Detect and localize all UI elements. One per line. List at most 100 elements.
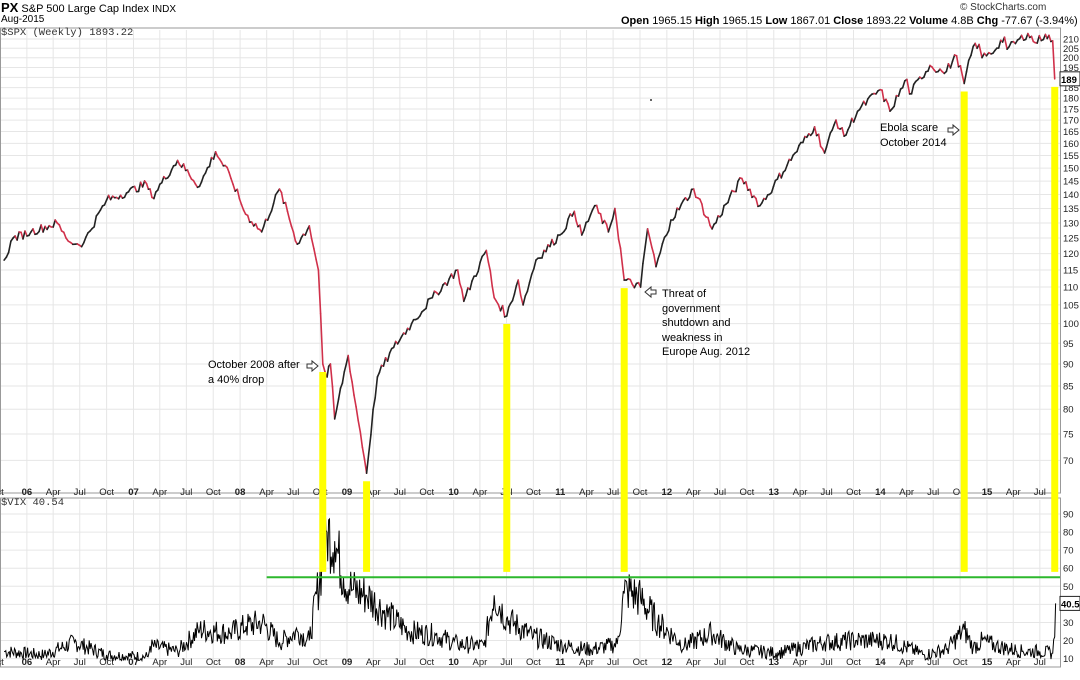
spx-segment	[350, 372, 352, 382]
spx-segment	[969, 55, 971, 60]
spx-segment	[352, 382, 354, 395]
spx-segment	[237, 189, 239, 198]
price-x-tick-label: Oct	[99, 487, 114, 498]
spx-segment	[268, 215, 270, 220]
price-x-tick-label: Jul	[1034, 487, 1046, 498]
spx-segment	[379, 366, 381, 373]
price-x-tick-label: 14	[875, 487, 886, 498]
price-x-tick-label: 10	[448, 487, 459, 498]
close-value: 1893.22	[866, 15, 906, 27]
watermark: © StockCharts.com	[960, 2, 1046, 13]
spx-segment	[262, 227, 264, 232]
spx-segment	[702, 204, 704, 215]
spx-segment	[333, 387, 335, 419]
spx-segment	[608, 225, 610, 232]
spx-segment	[588, 215, 590, 221]
vix-y-tick-label: 30	[1063, 618, 1074, 629]
spx-segment	[466, 288, 468, 295]
spx-segment	[584, 223, 586, 231]
spx-segment	[787, 160, 789, 166]
price-x-tick-label: Jul	[927, 487, 939, 498]
price-y-tick-label: 85	[1063, 381, 1074, 392]
spx-segment	[335, 409, 337, 419]
spx-segment	[708, 218, 710, 226]
price-x-tick-label: Apr	[899, 487, 914, 498]
spx-segment	[188, 170, 190, 175]
spx-segment	[803, 137, 805, 143]
vix-x-tick-label: Jul	[287, 657, 299, 668]
volume-value: 4.8B	[951, 15, 974, 27]
spx-segment	[272, 204, 274, 211]
spx-segment	[566, 219, 568, 228]
spx-segment	[866, 99, 868, 105]
vix-x-tick-label: Apr	[152, 657, 167, 668]
price-x-tick-label: Oct	[206, 487, 221, 498]
price-y-tick-label: 80	[1063, 405, 1074, 416]
spx-panel-label: $SPX (Weekly) 1893.22	[1, 27, 133, 39]
price-x-tick-label: Oct	[633, 487, 648, 498]
price-y-tick-label: 95	[1063, 339, 1074, 350]
price-y-tick-label: 130	[1063, 218, 1079, 229]
spx-segment	[523, 296, 525, 305]
price-y-tick-label: 155	[1063, 151, 1079, 162]
spx-segment	[348, 356, 350, 372]
price-y-tick-label: 140	[1063, 190, 1079, 201]
vix-y-tick-label: 60	[1063, 564, 1074, 575]
spx-segment	[953, 55, 955, 61]
spx-segment	[574, 211, 576, 221]
vix-x-tick-label: Jul	[714, 657, 726, 668]
spx-segment	[580, 225, 582, 235]
spx-segment	[486, 251, 488, 262]
spx-segment	[621, 248, 623, 264]
spx-segment	[979, 45, 982, 58]
high-label: High	[695, 15, 719, 27]
spx-segment	[492, 286, 494, 298]
spx-segment	[371, 410, 373, 435]
chart-date: Aug-2015	[1, 14, 44, 25]
spx-segment	[94, 216, 96, 227]
vix-x-tick-label: 11	[555, 657, 566, 668]
vix-x-tick-label: Oct	[846, 657, 861, 668]
spx-segment	[611, 219, 613, 225]
chg-value: -77.67 (-3.94%)	[1001, 15, 1077, 27]
spx-segment	[964, 72, 966, 84]
vix-x-tick-label: Apr	[46, 657, 61, 668]
symbol: PX	[1, 0, 18, 15]
vix-y-tick-label: 80	[1063, 528, 1074, 539]
spx-segment	[458, 270, 460, 283]
spx-segment	[362, 447, 364, 459]
open-value: 1965.15	[652, 15, 692, 27]
vix-x-tick-label: Apr	[259, 657, 274, 668]
vix-x-tick-label: 10	[448, 657, 459, 668]
spx-segment	[170, 170, 172, 176]
spx-segment	[781, 172, 783, 178]
spx-segment	[337, 399, 339, 409]
spx-segment	[756, 199, 758, 207]
price-x-tick-label: Apr	[579, 487, 594, 498]
price-y-tick-label: 135	[1063, 204, 1079, 215]
price-y-tick-label: 165	[1063, 127, 1079, 138]
spx-segment	[716, 216, 718, 223]
spx-segment	[406, 328, 408, 334]
vix-x-tick-label: Oct	[526, 657, 541, 668]
price-x-tick-label: Oct	[846, 487, 861, 498]
spx-segment	[650, 238, 652, 247]
spx-segment	[358, 421, 360, 432]
spx-segment	[894, 96, 896, 107]
spx-segment	[327, 366, 329, 377]
price-y-tick-label: 90	[1063, 360, 1074, 371]
price-y-tick-label: 170	[1063, 116, 1079, 127]
dot-artifact	[650, 99, 652, 101]
spx-segment	[836, 120, 838, 128]
price-x-tick-label: Jul	[394, 487, 406, 498]
spx-segment	[690, 189, 692, 197]
vix-x-tick-label: 12	[662, 657, 673, 668]
vix-x-tick-label: Oct	[313, 657, 328, 668]
low-value: 1867.01	[790, 15, 830, 27]
price-x-tick-label: Oct	[419, 487, 434, 498]
spx-segment	[490, 271, 492, 286]
spx-segment	[730, 191, 732, 196]
vix-x-tick-label: Jul	[500, 657, 512, 668]
vix-x-tick-label: Apr	[473, 657, 488, 668]
spx-segment	[344, 364, 346, 372]
